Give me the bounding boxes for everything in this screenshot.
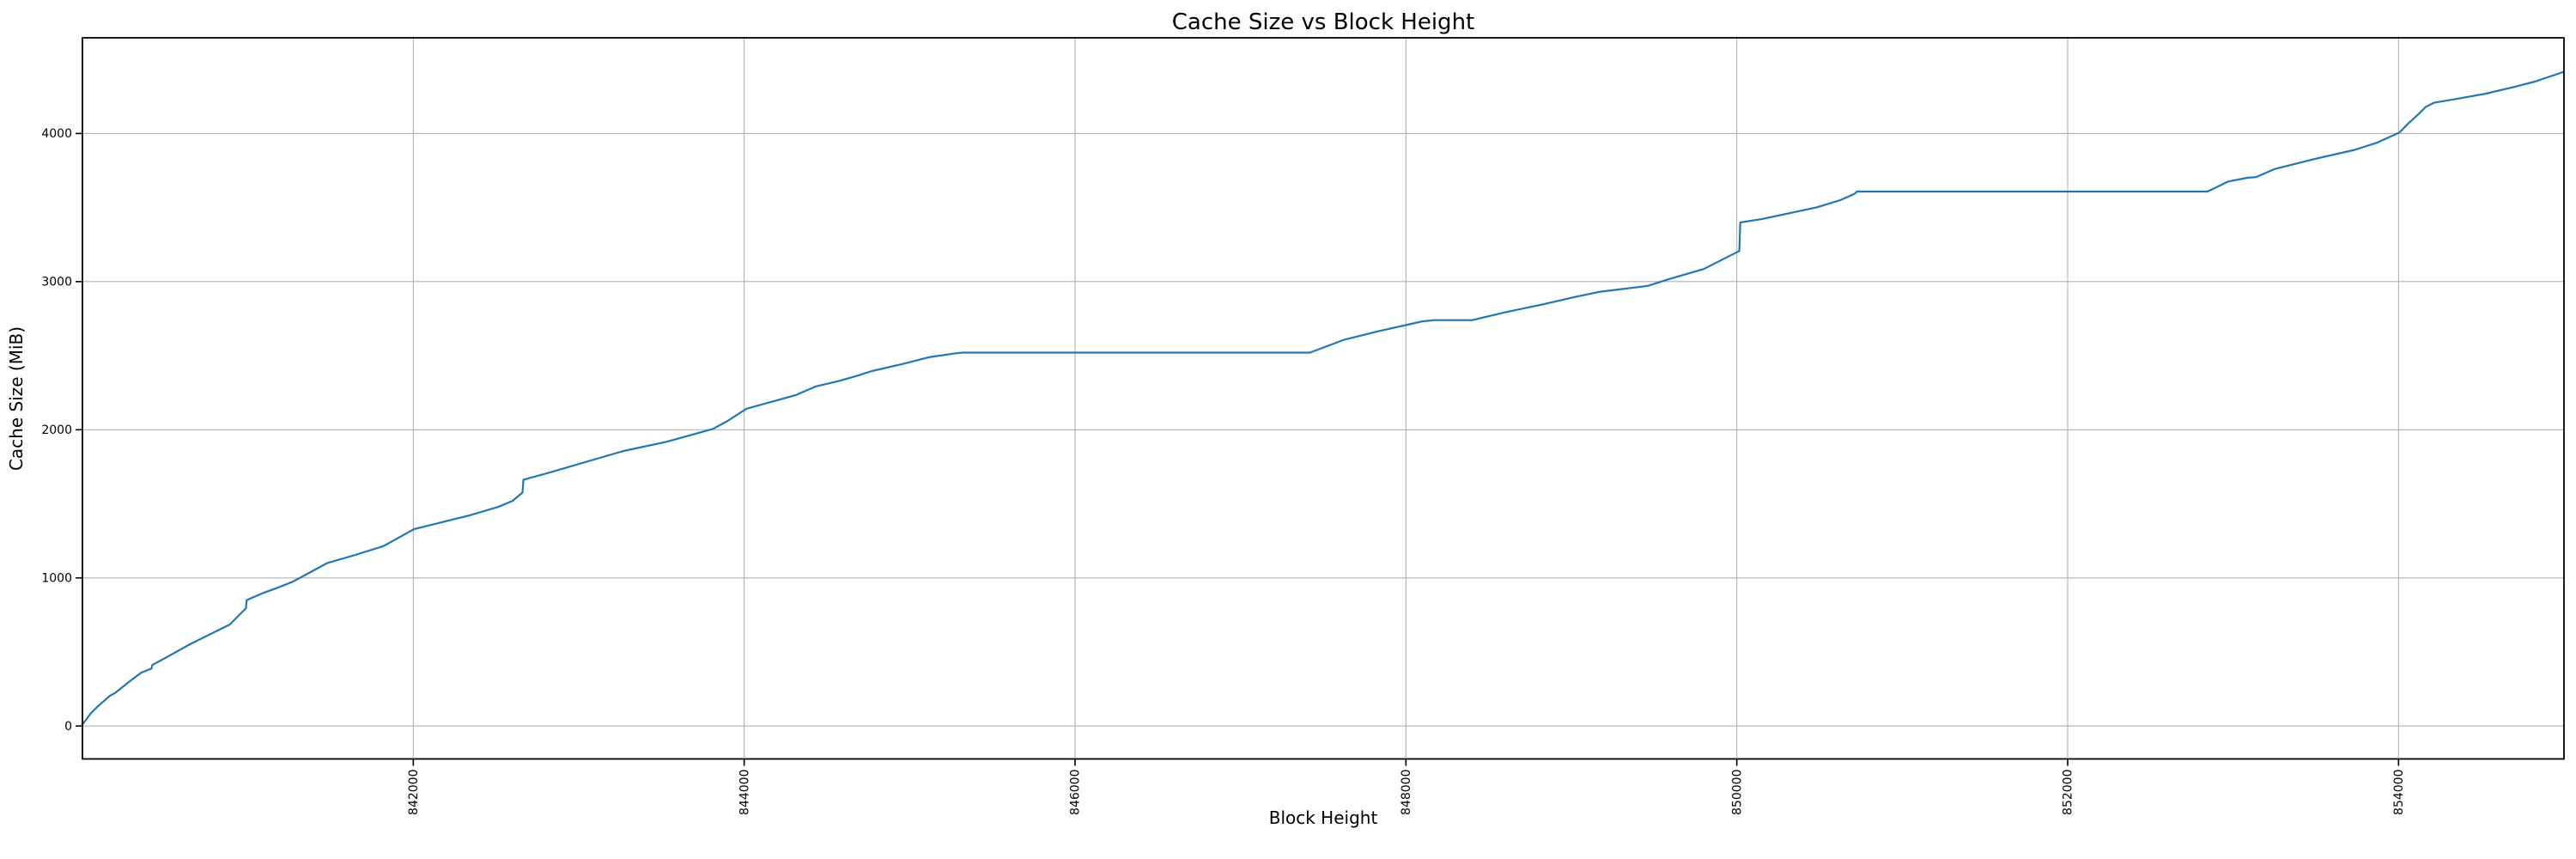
tick-label-layer: 842000 844000 846000 848000 850000 852000 8540… <box>41 127 2406 815</box>
x-tick-label: 850000 <box>1730 770 1744 815</box>
x-tick-label: 844000 <box>738 770 751 815</box>
x-tick-label: 842000 <box>407 770 421 815</box>
y-tick-label: 1000 <box>41 571 72 585</box>
y-tick-label: 0 <box>64 720 72 734</box>
y-axis-label: Cache Size (MiB) <box>6 326 27 471</box>
y-tick-label: 4000 <box>41 127 72 141</box>
y-tick-label: 3000 <box>41 275 72 289</box>
tick-layer <box>76 132 2400 766</box>
x-tick-label: 848000 <box>1400 770 1413 815</box>
series-layer <box>81 70 2566 726</box>
chart-title: Cache Size vs Block Height <box>1172 9 1475 35</box>
plot-border <box>82 37 2565 760</box>
x-axis-label: Block Height <box>1269 807 1378 828</box>
x-tick-label: 854000 <box>2392 770 2406 815</box>
x-tick-label: 846000 <box>1069 770 1083 815</box>
x-tick-label: 852000 <box>2062 770 2075 815</box>
grid-layer <box>82 38 2564 759</box>
y-tick-label: 2000 <box>41 423 72 437</box>
series-line-cache-size <box>81 70 2566 726</box>
